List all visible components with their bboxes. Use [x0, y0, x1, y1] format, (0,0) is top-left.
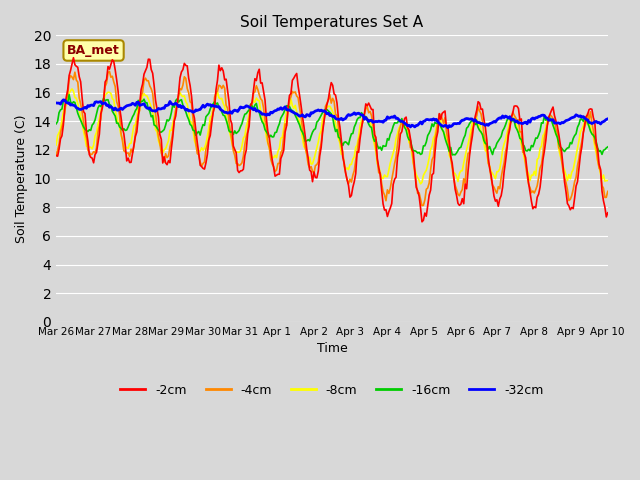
- Legend: -2cm, -4cm, -8cm, -16cm, -32cm: -2cm, -4cm, -8cm, -16cm, -32cm: [115, 379, 548, 402]
- Y-axis label: Soil Temperature (C): Soil Temperature (C): [15, 114, 28, 243]
- Title: Soil Temperatures Set A: Soil Temperatures Set A: [241, 15, 424, 30]
- X-axis label: Time: Time: [317, 342, 348, 355]
- Text: BA_met: BA_met: [67, 44, 120, 57]
